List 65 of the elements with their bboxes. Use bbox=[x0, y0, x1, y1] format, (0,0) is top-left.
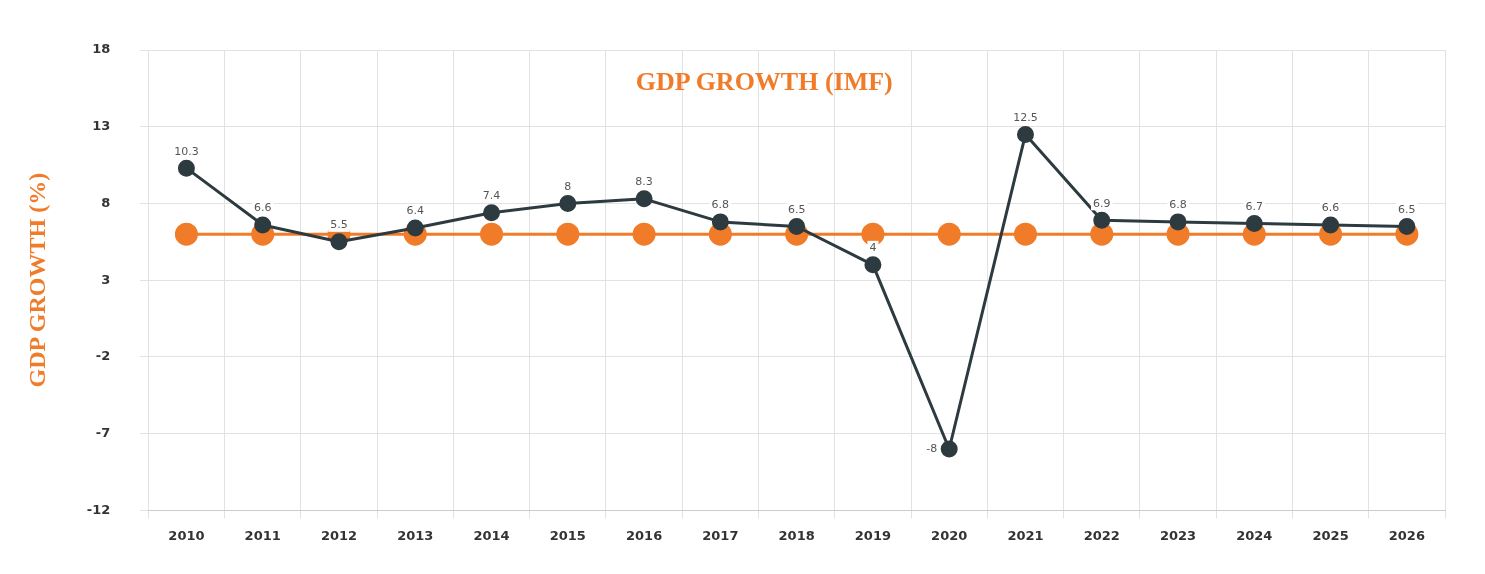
x-tick-label: 2012 bbox=[320, 527, 358, 543]
x-tick-label: 2019 bbox=[854, 527, 892, 543]
x-tick-label: 2014 bbox=[473, 527, 510, 543]
x-tick-label: 2021 bbox=[1007, 527, 1044, 543]
x-tick-label: 2015 bbox=[549, 527, 586, 543]
x-tick-label: 2022 bbox=[1083, 527, 1120, 543]
data-label: 7.4 bbox=[482, 189, 501, 203]
data-label: 6.5 bbox=[1398, 202, 1416, 216]
point bbox=[711, 213, 729, 231]
point bbox=[937, 222, 961, 246]
x-tick-label: 2011 bbox=[244, 527, 281, 543]
y-axis-title: GDP GROWTH (%) bbox=[23, 172, 50, 388]
x-tick-label: 2017 bbox=[702, 527, 739, 543]
y-tick-label: 8 bbox=[101, 194, 111, 210]
point bbox=[480, 222, 504, 246]
y-tick-label: -12 bbox=[86, 501, 111, 517]
point bbox=[1169, 213, 1187, 231]
x-tick-label: 2020 bbox=[931, 527, 968, 543]
point bbox=[1013, 222, 1037, 246]
point bbox=[330, 233, 348, 251]
data-label: 12.5 bbox=[1013, 110, 1038, 124]
x-tick-label: 2018 bbox=[778, 527, 815, 543]
point bbox=[1245, 214, 1263, 232]
point bbox=[1322, 216, 1340, 234]
point bbox=[632, 222, 656, 246]
point bbox=[177, 159, 195, 177]
point bbox=[1016, 125, 1034, 143]
point bbox=[788, 217, 806, 235]
x-tick-label: 2010 bbox=[168, 527, 205, 543]
y-tick-label: 18 bbox=[92, 41, 111, 57]
point bbox=[174, 222, 198, 246]
x-tick-label: 2026 bbox=[1388, 527, 1425, 543]
data-label: 8 bbox=[564, 179, 572, 193]
data-label: 6.6 bbox=[1321, 201, 1340, 215]
data-label: 5.5 bbox=[330, 218, 348, 232]
point bbox=[864, 256, 882, 274]
data-label: 6.9 bbox=[1093, 196, 1111, 210]
point bbox=[635, 190, 653, 208]
data-label: 6.8 bbox=[1169, 198, 1187, 212]
point bbox=[556, 222, 580, 246]
data-label: 6.6 bbox=[253, 201, 272, 215]
x-tick-label: 2024 bbox=[1236, 527, 1273, 543]
data-label: 6.5 bbox=[787, 202, 806, 216]
data-label: 4 bbox=[869, 241, 877, 255]
y-tick-label: -7 bbox=[95, 425, 111, 441]
data-label: 6.7 bbox=[1245, 199, 1264, 213]
point bbox=[559, 194, 577, 212]
text: GDP GROWTH (IMF) bbox=[635, 66, 893, 96]
data-label: -8 bbox=[926, 442, 938, 456]
y-tick-label: 3 bbox=[101, 271, 111, 287]
point bbox=[1398, 217, 1416, 235]
x-tick-label: 2023 bbox=[1159, 527, 1197, 543]
x-tick-label: 2013 bbox=[397, 527, 434, 543]
point bbox=[1093, 211, 1111, 229]
y-tick-label: 13 bbox=[92, 118, 111, 134]
data-label: 8.3 bbox=[635, 175, 653, 189]
x-tick-label: 2016 bbox=[625, 527, 663, 543]
data-label: 6.4 bbox=[406, 204, 425, 218]
data-label: 6.8 bbox=[711, 198, 730, 212]
point bbox=[483, 204, 501, 222]
point bbox=[940, 440, 958, 458]
y-tick-label: -2 bbox=[95, 348, 111, 364]
x-tick-label: 2025 bbox=[1312, 527, 1349, 543]
data-label: 10.3 bbox=[174, 144, 199, 158]
point bbox=[254, 216, 272, 234]
